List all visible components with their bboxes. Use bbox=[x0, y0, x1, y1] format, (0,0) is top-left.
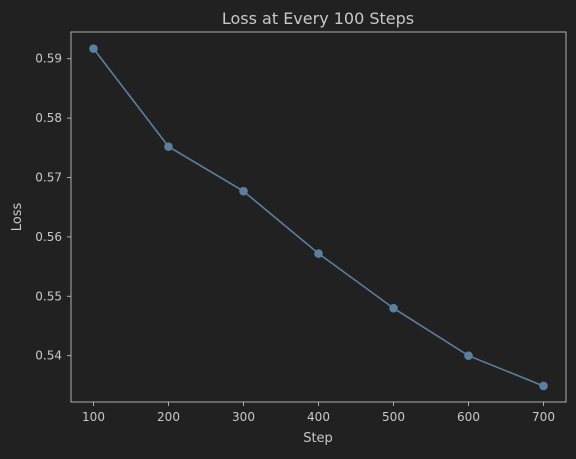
loss-line bbox=[92, 48, 544, 387]
x-tick-label: 400 bbox=[307, 410, 330, 424]
x-tick-label: 500 bbox=[382, 410, 405, 424]
y-tick-label: 0.55 bbox=[35, 289, 62, 303]
loss-point bbox=[464, 351, 473, 360]
loss-point bbox=[314, 249, 323, 258]
y-axis: 0.54 0.55 0.56 0.57 0.58 0.59 bbox=[35, 52, 71, 363]
y-tick-label: 0.59 bbox=[35, 52, 62, 66]
loss-point bbox=[164, 142, 173, 151]
x-axis: 100 200 300 400 500 600 700 bbox=[82, 402, 555, 424]
y-axis-label: Loss bbox=[10, 203, 25, 232]
y-tick-label: 0.58 bbox=[35, 111, 62, 125]
loss-point bbox=[89, 44, 98, 53]
x-tick-label: 600 bbox=[457, 410, 480, 424]
x-tick-label: 200 bbox=[157, 410, 180, 424]
x-axis-label: Step bbox=[303, 431, 333, 446]
loss-point bbox=[539, 381, 548, 391]
x-tick-label: 300 bbox=[232, 410, 255, 424]
y-tick-label: 0.57 bbox=[35, 171, 62, 185]
plot-frame bbox=[70, 31, 567, 403]
x-tick-label: 700 bbox=[532, 410, 555, 424]
x-tick-label: 100 bbox=[82, 410, 105, 424]
loss-point bbox=[389, 303, 398, 313]
y-tick-label: 0.54 bbox=[35, 349, 62, 363]
y-tick-label: 0.56 bbox=[35, 230, 62, 244]
chart-title: Loss at Every 100 Steps bbox=[222, 9, 414, 28]
loss-point bbox=[239, 186, 248, 196]
series-loss bbox=[89, 44, 548, 391]
